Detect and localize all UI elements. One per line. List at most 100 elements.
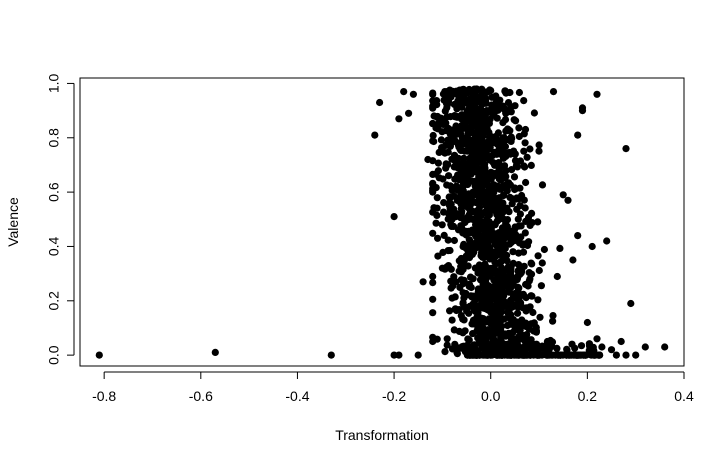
data-point [450,236,458,245]
data-point [526,303,534,311]
x-tick-label: 0.0 [481,388,501,404]
data-point [496,275,504,283]
data-point [527,270,536,278]
x-tick-label: 0.4 [674,388,694,404]
data-point [495,342,504,350]
data-point [444,236,452,244]
y-tick-label: 0.6 [46,182,62,202]
data-point [486,156,494,164]
data-point [525,277,533,285]
data-point [515,124,523,132]
data-point [460,154,468,162]
data-point [438,221,446,229]
data-point [494,269,502,277]
data-point [583,318,592,327]
data-point [469,292,477,300]
data-point [446,246,454,255]
data-point [464,335,472,343]
data-point [441,107,449,115]
data-point [571,344,579,352]
data-point [514,309,522,317]
data-point [429,157,437,165]
y-tick-label: 0.8 [46,128,62,148]
data-point [581,351,589,359]
data-point [476,94,484,102]
data-point [521,139,529,147]
data-point [464,262,472,270]
data-point [494,129,502,137]
data-point [469,113,477,121]
data-point [450,156,458,164]
data-point [513,205,521,213]
data-point [459,329,467,337]
data-point [496,300,504,308]
data-point [457,276,465,284]
data-point [593,90,601,98]
data-point [507,103,515,111]
data-point [471,168,479,176]
data-point [429,120,437,128]
data-point [371,131,379,139]
data-point [468,154,476,162]
data-point [511,185,520,193]
data-point [465,85,473,94]
data-point [461,192,469,201]
data-point [447,200,455,208]
data-point [447,93,455,101]
data-point [517,319,525,327]
data-point [454,226,463,234]
data-point [627,299,635,308]
x-axis-title: Transformation [335,427,429,443]
data-point [503,184,511,192]
data-point [429,170,437,178]
data-point [529,308,537,317]
data-point [437,136,445,144]
data-point [485,330,493,338]
data-point [433,211,441,219]
data-point [520,97,528,105]
data-point [491,293,499,301]
x-tick-label: 0.2 [578,388,598,404]
data-point [442,99,451,108]
data-point [495,283,503,291]
data-point [457,168,465,176]
data-point [464,215,473,224]
data-point [485,315,493,323]
data-point [475,176,483,184]
data-point [528,260,536,268]
data-point [434,167,442,175]
data-point [499,246,507,254]
data-point [491,319,499,327]
data-point [487,347,495,355]
points-layer [95,85,669,359]
data-point [499,162,507,170]
data-point [484,245,492,253]
data-point [508,134,516,143]
data-point [574,131,582,139]
data-point [465,282,473,291]
data-point [473,212,481,220]
data-point [472,221,480,229]
data-point [451,305,459,313]
data-point [464,180,472,189]
data-point [451,113,459,121]
data-point [520,147,528,155]
data-point [432,219,440,227]
data-point [465,309,473,317]
data-point [456,86,464,94]
data-point [487,222,495,230]
data-point [515,261,523,269]
data-point [511,117,520,125]
data-point [553,272,561,281]
data-point [439,90,447,98]
data-point [478,128,486,136]
data-point [395,115,403,123]
data-point [505,233,513,241]
data-point [433,204,441,212]
data-point [440,231,448,239]
data-point [440,199,448,207]
data-point [510,339,518,347]
data-point [520,162,528,170]
data-point [515,88,524,97]
data-point [451,293,459,301]
